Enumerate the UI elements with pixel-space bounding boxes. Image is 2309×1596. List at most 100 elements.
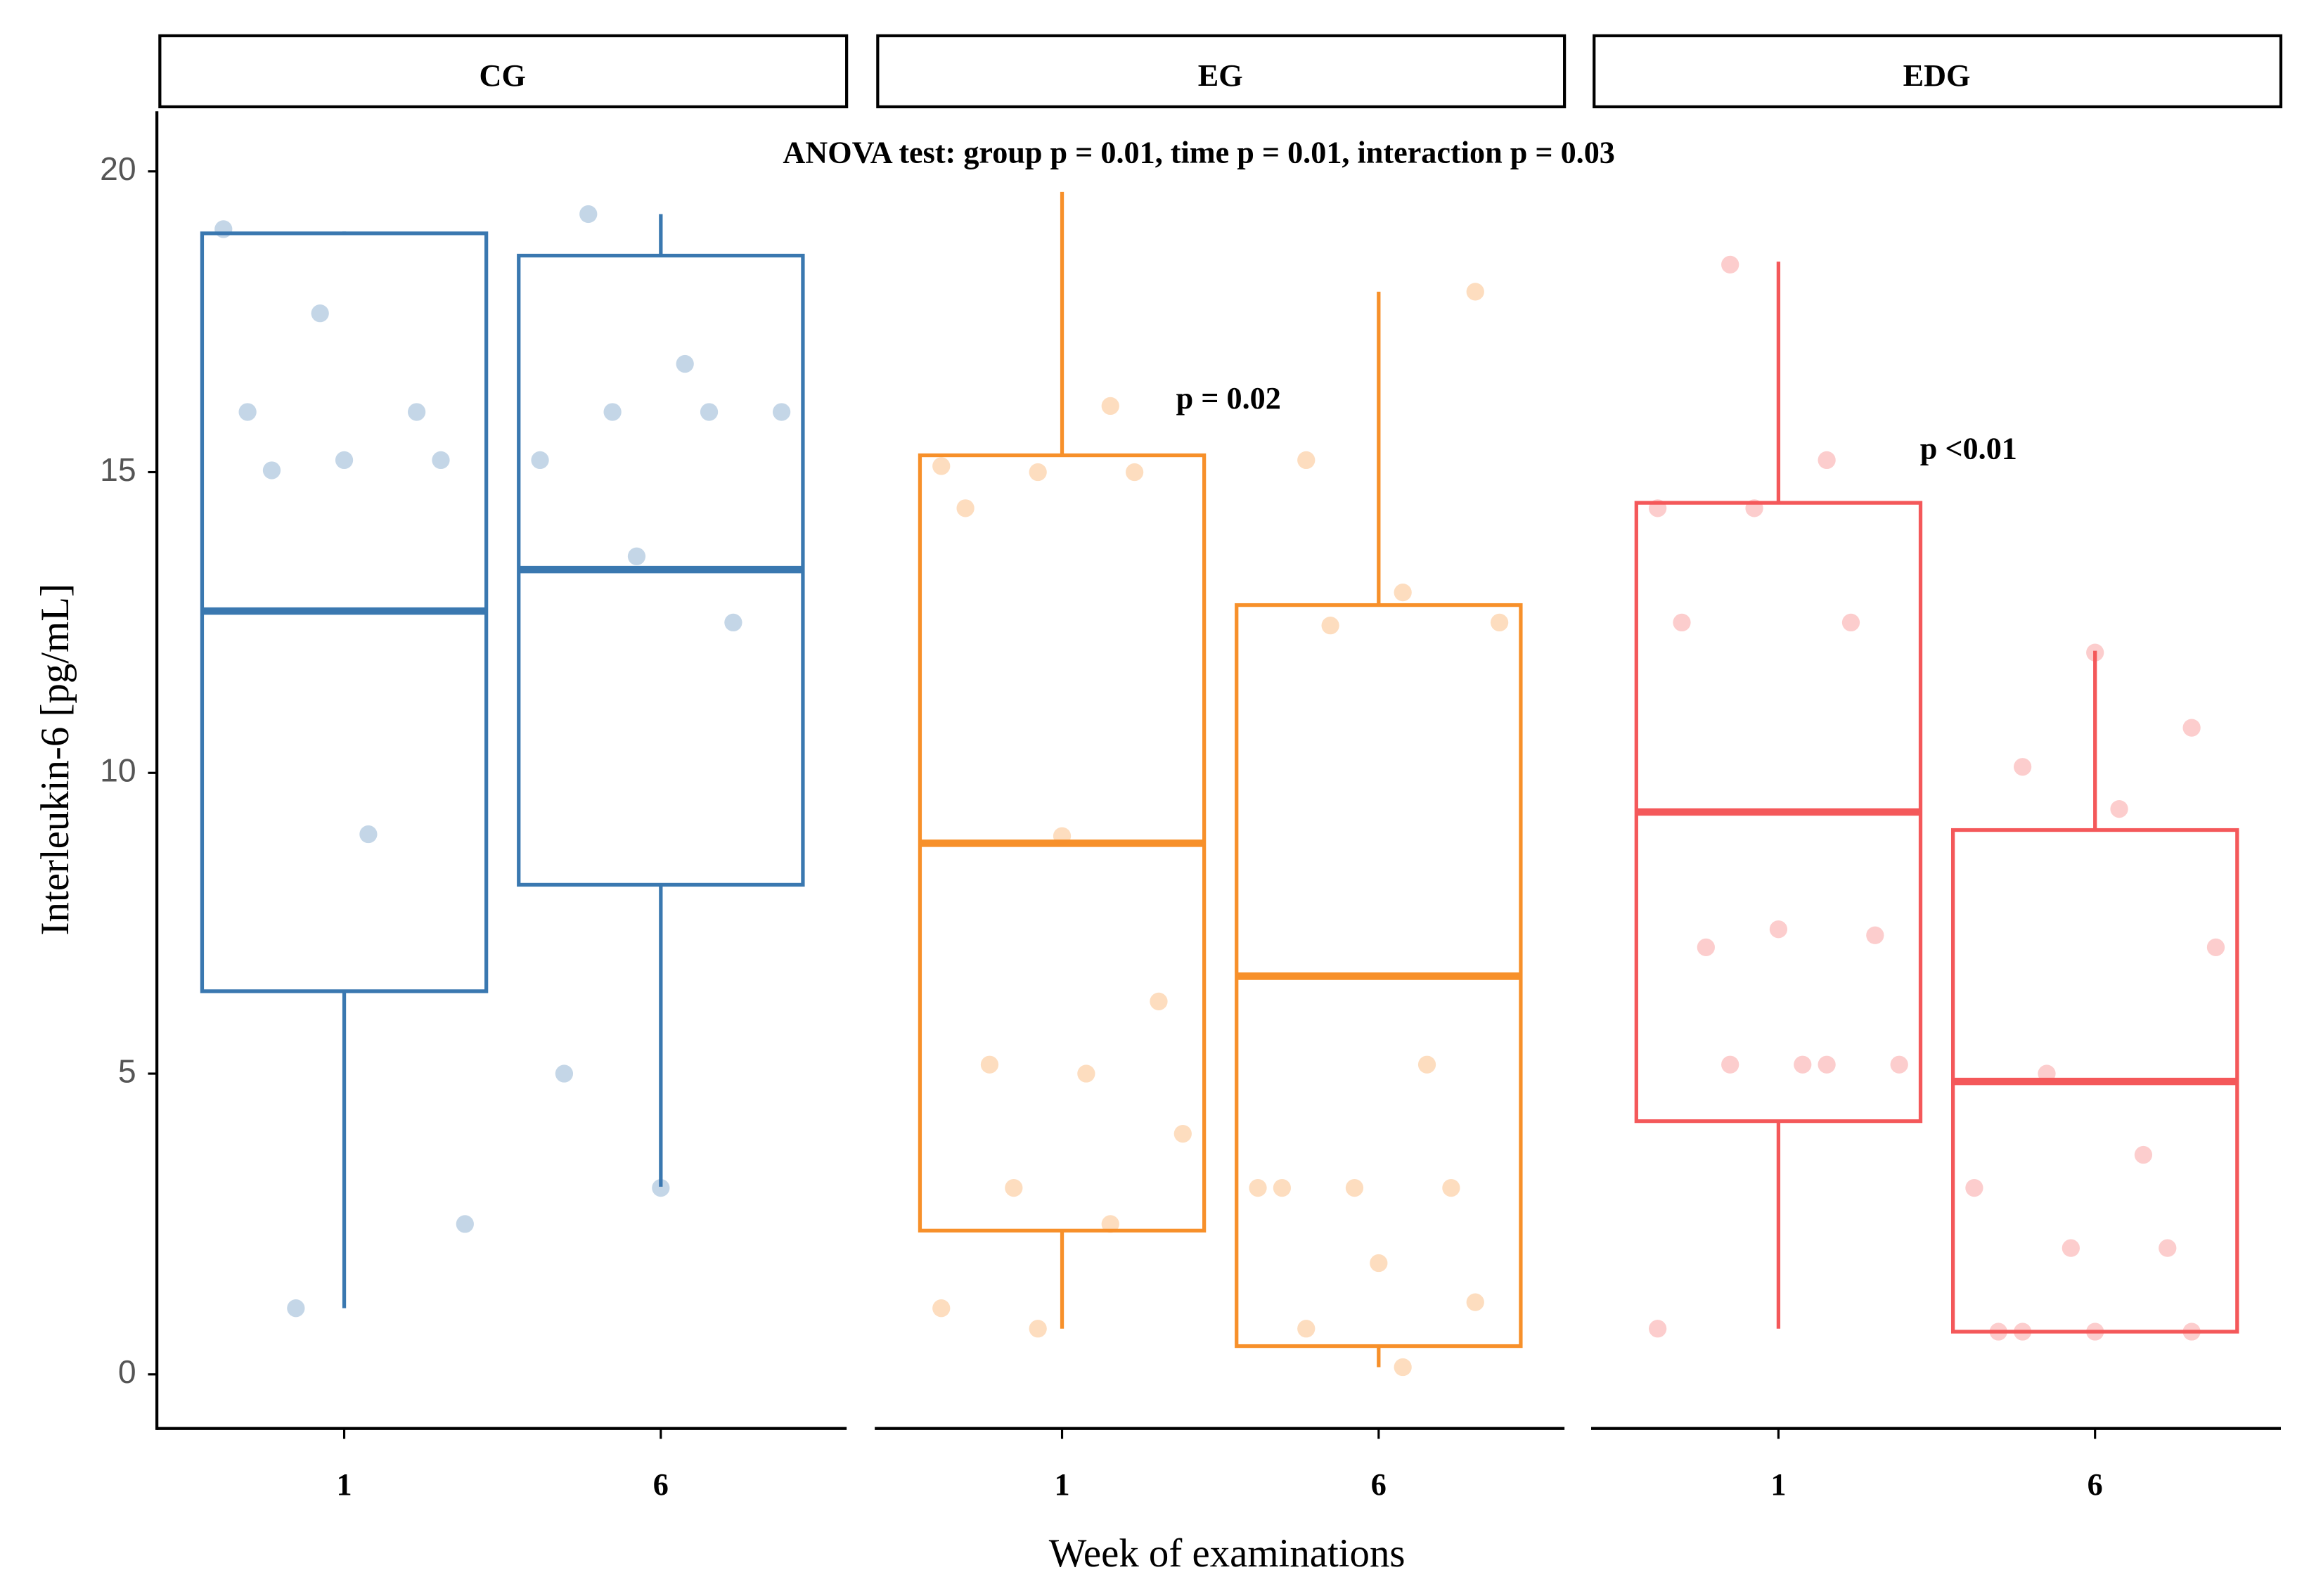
point	[432, 451, 450, 470]
point	[1077, 1064, 1095, 1083]
x-tick-label: 6	[653, 1467, 669, 1502]
point	[1769, 920, 1788, 939]
point	[1417, 1055, 1436, 1074]
strip-label: EG	[1198, 58, 1243, 93]
x-tick-label: 1	[337, 1467, 352, 1502]
point	[603, 403, 622, 421]
point	[1173, 1124, 1192, 1143]
point	[555, 1064, 574, 1083]
strip-label: EDG	[1903, 58, 1971, 93]
point	[652, 1178, 670, 1197]
point	[980, 1055, 999, 1074]
point	[627, 547, 646, 565]
point	[214, 220, 233, 238]
point	[2014, 758, 2032, 776]
point	[1345, 1178, 1364, 1197]
x-tick-label: 6	[1371, 1467, 1387, 1502]
point	[579, 205, 598, 224]
point	[1841, 613, 1860, 632]
point	[1673, 613, 1691, 632]
point	[2014, 1323, 2032, 1341]
point	[2038, 1064, 2056, 1083]
strip-box	[158, 34, 849, 109]
point	[1721, 255, 1739, 274]
point	[1150, 992, 1168, 1011]
point	[1249, 1178, 1267, 1197]
point	[2086, 1323, 2104, 1341]
point	[724, 613, 742, 632]
point	[2182, 1323, 2201, 1341]
point	[2086, 643, 2104, 662]
strip-box	[1593, 34, 2283, 109]
point	[676, 354, 694, 373]
point	[1370, 1254, 1388, 1273]
point	[1745, 499, 1763, 517]
point	[700, 403, 719, 421]
point	[335, 451, 354, 470]
y-tick-label: 5	[118, 1053, 136, 1089]
point	[1721, 1055, 1739, 1074]
point	[1442, 1178, 1460, 1197]
point	[1890, 1055, 1908, 1074]
point	[2062, 1239, 2080, 1257]
point	[932, 1299, 951, 1318]
point	[359, 825, 378, 844]
strip-label: CG	[480, 58, 526, 93]
point	[2206, 938, 2225, 957]
y-axis-label: Interleukin-6 [pg/mL]	[33, 584, 77, 935]
point	[1029, 1320, 1047, 1338]
point	[1101, 397, 1119, 416]
point	[1649, 1320, 1667, 1338]
point	[1466, 283, 1484, 301]
point	[2134, 1145, 2153, 1164]
point	[2159, 1239, 2177, 1257]
point	[1989, 1323, 2007, 1341]
point	[932, 457, 951, 475]
point	[1053, 827, 1072, 845]
point	[238, 403, 257, 421]
point	[287, 1299, 305, 1318]
x-tick-label: 1	[1054, 1467, 1069, 1502]
point	[1005, 1178, 1023, 1197]
point	[1866, 926, 1884, 944]
point	[1029, 463, 1047, 482]
point	[772, 403, 791, 421]
point	[1818, 451, 1836, 470]
p-annotation: p = 0.02	[1176, 381, 1281, 416]
p-annotation: p <0.01	[1920, 432, 2017, 466]
point	[1649, 499, 1667, 517]
point	[407, 403, 426, 421]
point	[1466, 1293, 1484, 1311]
point	[1394, 583, 1412, 602]
point	[1794, 1055, 1812, 1074]
point	[262, 461, 281, 480]
point	[1297, 1320, 1316, 1338]
point	[1490, 613, 1509, 632]
point	[2182, 719, 2201, 737]
y-tick-label: 10	[100, 752, 136, 789]
point	[956, 499, 975, 517]
point	[1818, 1055, 1836, 1074]
point	[1273, 1178, 1292, 1197]
point	[531, 451, 549, 470]
point	[2110, 799, 2128, 818]
y-tick-label: 20	[100, 150, 136, 187]
y-tick-label: 0	[118, 1353, 136, 1390]
point	[1394, 1358, 1412, 1377]
point	[1297, 451, 1316, 470]
x-tick-label: 1	[1770, 1467, 1786, 1502]
point	[456, 1215, 474, 1233]
strip-box	[876, 34, 1567, 109]
point	[311, 304, 329, 323]
point	[1697, 938, 1715, 957]
x-axis-label: Week of examinations	[1049, 1531, 1406, 1576]
anova-annotation: ANOVA test: group p = 0.01, time p = 0.0…	[783, 136, 1615, 170]
y-tick-label: 15	[100, 451, 136, 488]
point	[1321, 617, 1339, 635]
point	[1101, 1215, 1119, 1233]
point	[1965, 1178, 1983, 1197]
point	[1125, 463, 1144, 482]
x-tick-label: 6	[2088, 1467, 2103, 1502]
